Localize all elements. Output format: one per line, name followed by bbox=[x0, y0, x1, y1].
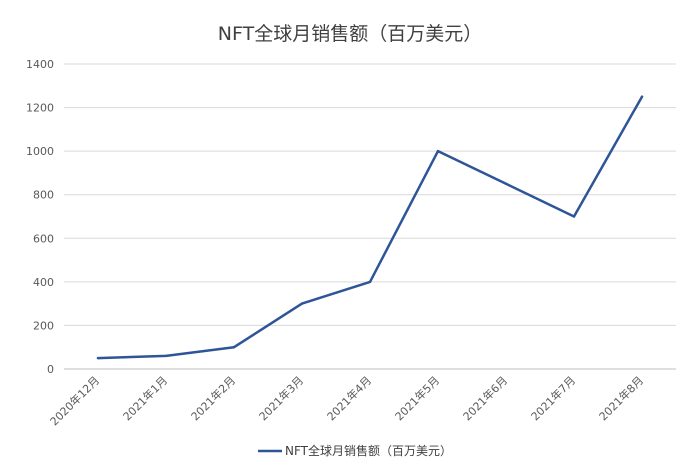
data-point bbox=[164, 354, 168, 358]
legend: NFT全球月销售额（百万美元） bbox=[258, 443, 452, 458]
data-point bbox=[436, 149, 440, 153]
y-tick-label: 400 bbox=[33, 276, 54, 289]
chart-title: NFT全球月销售额（百万美元） bbox=[218, 23, 482, 45]
x-tick-label: 2021年6月 bbox=[460, 373, 510, 423]
x-tick-label: 2020年12月 bbox=[47, 373, 102, 428]
x-tick-label: 2021年1月 bbox=[120, 373, 170, 423]
data-point bbox=[504, 182, 508, 186]
x-tick-label: 2021年7月 bbox=[528, 373, 578, 423]
y-axis-ticks: 0 200 400 600 800 1000 1200 1400 bbox=[26, 58, 54, 376]
y-tick-label: 1000 bbox=[26, 145, 54, 158]
data-point bbox=[572, 215, 576, 218]
series-line bbox=[96, 95, 644, 360]
x-tick-label: 2021年3月 bbox=[256, 373, 306, 423]
x-tick-label: 2021年2月 bbox=[188, 373, 238, 423]
data-point bbox=[300, 302, 304, 305]
y-tick-label: 200 bbox=[33, 319, 54, 332]
y-tick-label: 1200 bbox=[26, 102, 54, 115]
y-tick-label: 0 bbox=[47, 363, 54, 376]
x-tick-label: 2021年5月 bbox=[392, 373, 442, 423]
gridlines bbox=[64, 63, 676, 370]
data-point bbox=[96, 356, 100, 360]
data-point bbox=[368, 280, 372, 284]
data-point bbox=[640, 95, 644, 98]
y-tick-label: 600 bbox=[33, 232, 54, 245]
x-tick-label: 2021年4月 bbox=[324, 373, 374, 423]
series-lines bbox=[96, 95, 644, 360]
x-axis-ticks: 2020年12月 2021年1月 2021年2月 2021年3月 2021年4月 2021… bbox=[47, 373, 646, 428]
legend-label: NFT全球月销售额（百万美元） bbox=[285, 443, 452, 458]
y-tick-label: 800 bbox=[33, 189, 54, 202]
y-tick-label: 1400 bbox=[26, 58, 54, 71]
data-point bbox=[232, 346, 236, 349]
x-tick-label: 2021年8月 bbox=[596, 373, 646, 423]
